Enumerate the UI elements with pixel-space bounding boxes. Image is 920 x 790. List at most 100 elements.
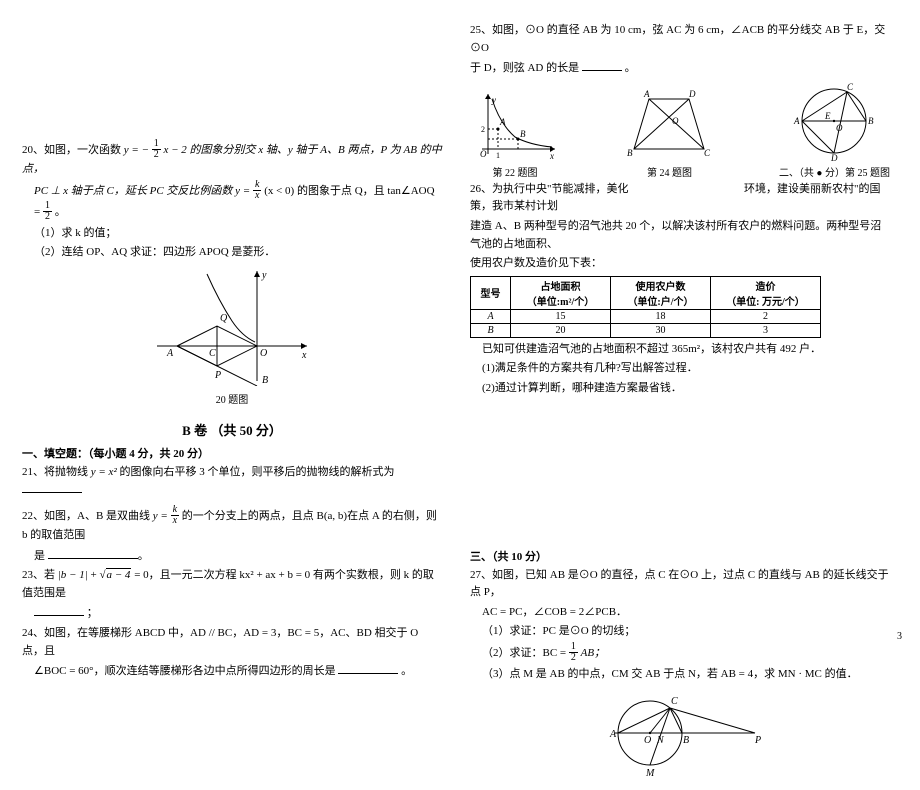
- q24-b: ∠BOC = 60°，顺次连结等腰梯形各边中点所得四边形的周长是: [34, 665, 336, 677]
- question-22: 22、如图，A、B 是双曲线 y = kx 的一个分支上的两点，且点 B(a, …: [22, 506, 442, 545]
- fig22-wrap: A B O y x 2 1 第 22 题图: [470, 89, 560, 179]
- fig25-wrap: A B C D E O 二、（共 ● 分）第 25 题图: [779, 81, 890, 179]
- fig25-svg: A B C D E O: [789, 81, 879, 161]
- q20-part1: （1）求 k 的值；: [22, 225, 442, 243]
- q21-blank: [22, 481, 82, 493]
- q27-part2: （2）求证：BC = 12 AB；: [470, 643, 890, 664]
- svg-text:M: M: [645, 768, 655, 779]
- lbl-P: P: [214, 370, 221, 381]
- page-number: 3: [897, 631, 902, 642]
- question-25-line2: 于 D，则弦 AD 的长是 。: [470, 59, 890, 78]
- fig25-caption: 第 25 题图: [845, 168, 890, 179]
- q27-line2: AC = PC，∠COB = 2∠PCB．: [470, 604, 890, 622]
- table-header-row: 型号 占地面积（单位:m²/个） 使用农户数（单位:户/个） 造价（单位: 万元…: [471, 276, 821, 309]
- svg-text:E: E: [824, 111, 831, 121]
- q25-a: 25、如图，⊙O 的直径 AB 为 10 cm，弦 AC 为 6 cm，∠ACB…: [470, 24, 885, 54]
- right-column: 25、如图，⊙O 的直径 AB 为 10 cm，弦 AC 为 6 cm，∠ACB…: [470, 22, 890, 790]
- question-24: 24、如图，在等腰梯形 ABCD 中，AD // BC，AD = 3，BC = …: [22, 625, 442, 660]
- lbl-C: C: [209, 348, 216, 359]
- q20-intro: 20、如图，一次函数: [22, 144, 124, 156]
- lbl-B: B: [262, 375, 268, 386]
- q20-eq1-frac: 12: [152, 139, 161, 160]
- fig25-caption-row: 二、（共 ● 分）第 25 题图: [779, 164, 890, 179]
- section2-label: 二、（共 ● 分）: [779, 168, 845, 179]
- q27-line1: 27、如图，已知 AB 是⊙O 的直径，点 C 在⊙O 上，过点 C 的直线与 …: [470, 567, 890, 602]
- svg-text:C: C: [847, 82, 854, 92]
- svg-text:A: A: [499, 117, 506, 127]
- q22-a: 22、如图，A、B 是双曲线: [22, 510, 153, 522]
- col-area: 占地面积（单位:m²/个）: [511, 276, 611, 309]
- fig24-caption: 第 24 题图: [619, 164, 719, 179]
- fig22-caption: 第 22 题图: [470, 164, 560, 179]
- col-model: 型号: [471, 276, 511, 309]
- svg-text:y: y: [491, 95, 496, 105]
- q22-frac: kx: [171, 505, 179, 526]
- q20-line2a: PC ⊥ x 轴于点 C，延长 PC 交反比例函数: [34, 185, 235, 197]
- svg-text:A: A: [793, 116, 800, 126]
- q23-tail: ；: [87, 607, 98, 619]
- fill-blank-title: 一、填空题：（每小题 4 分，共 20 分）: [22, 445, 442, 461]
- lbl-y: y: [261, 270, 267, 281]
- q23-sqrt: a − 4: [106, 568, 132, 581]
- question-24-line2: ∠BOC = 60°，顺次连结等腰梯形各边中点所得四边形的周长是 。: [22, 662, 442, 681]
- svg-text:C: C: [671, 696, 678, 707]
- q25-b: 于 D，则弦 AD 的长是: [470, 62, 579, 74]
- table-row: A 15 18 2: [471, 309, 821, 323]
- col-cost: 造价（单位: 万元/个）: [711, 276, 821, 309]
- q23-blank: [34, 604, 84, 616]
- q21-a: 21、将抛物线: [22, 466, 91, 478]
- q20-part2: （2）连结 OP、AQ 求证：四边形 APOQ 是菱形．: [22, 244, 442, 262]
- q20-eq2-frac2: 12: [43, 201, 52, 222]
- lbl-O: O: [260, 348, 267, 359]
- svg-text:B: B: [868, 116, 874, 126]
- svg-text:O: O: [836, 123, 843, 133]
- svg-text:P: P: [754, 735, 761, 746]
- q24-blank: [338, 662, 398, 674]
- svg-text:D: D: [830, 153, 838, 161]
- q20-period: 。: [55, 206, 66, 218]
- q21-eq: y = x²: [91, 466, 117, 478]
- question-23-line2: ；: [22, 604, 442, 623]
- q27-part3: （3）点 M 是 AB 的中点，CM 交 AB 于点 N，若 AB = 4，求 …: [470, 666, 890, 684]
- fig24-wrap: A D B C O 第 24 题图: [619, 89, 719, 179]
- table-row: B 20 30 3: [471, 323, 821, 337]
- svg-text:B: B: [520, 129, 526, 139]
- q27-svg: A B C O N M P: [595, 688, 765, 783]
- q22-blank: [48, 547, 138, 559]
- q25-period: 。: [625, 62, 636, 74]
- q24-period: 。: [401, 665, 412, 677]
- q20-eq1-lhs: y = −: [124, 144, 149, 156]
- q20-caption: 20 题图: [22, 391, 442, 406]
- svg-text:B: B: [683, 735, 689, 746]
- fig22-svg: A B O y x 2 1: [470, 89, 560, 159]
- svg-text:O: O: [672, 116, 679, 126]
- q26-part1: (1)满足条件的方案共有几种?写出解答过程．: [470, 360, 890, 378]
- figure-row: A B O y x 2 1 第 22 题图 A D B C O 第 24: [470, 81, 890, 179]
- q27-figure: A B C O N M P: [470, 688, 890, 786]
- question-26-line1: 26、为执行中央"节能减排，美化 环境，建设美丽新农村"的国策，我市某村计划: [470, 181, 890, 216]
- q24-a: 24、如图，在等腰梯形 ABCD 中，AD // BC，AD = 3，BC = …: [22, 627, 418, 657]
- q23-radical: [99, 569, 105, 581]
- svg-text:D: D: [688, 89, 696, 99]
- question-21: 21、将抛物线 y = x² 的图像向右平移 3 个单位，则平移后的抛物线的解析…: [22, 464, 442, 500]
- svg-text:A: A: [609, 729, 617, 740]
- section-b-title: B 卷 （共 50 分）: [22, 420, 442, 439]
- lbl-x: x: [301, 350, 307, 361]
- question-23: 23、若 |b − 1| + a − 4 = 0，且一元二次方程 kx² + a…: [22, 567, 442, 602]
- q26-part2: (2)通过计算判断，哪种建造方案最省钱．: [470, 380, 890, 398]
- svg-text:B: B: [627, 148, 633, 158]
- lbl-A: A: [166, 348, 174, 359]
- q26-c: 建造 A、B 两种型号的沼气池共 20 个，以解决该村所有农户的燃料问题。两种型…: [470, 218, 890, 253]
- lbl-Q: Q: [220, 313, 228, 324]
- q26-a: 26、为执行中央"节能减排，美化: [470, 183, 629, 195]
- fig24-svg: A D B C O: [619, 89, 719, 159]
- q26-d: 使用农户数及造价见下表：: [470, 255, 890, 273]
- svg-text:O: O: [644, 735, 651, 746]
- left-column: 20、如图，一次函数 y = − 12 x − 2 的图象分别交 x 轴、y 轴…: [22, 140, 442, 683]
- q20-figure: A B C O P Q x y 20 题图: [22, 266, 442, 406]
- q23-a: 23、若: [22, 569, 58, 581]
- q26-table: 型号 占地面积（单位:m²/个） 使用农户数（单位:户/个） 造价（单位: 万元…: [470, 276, 821, 338]
- q23-abs: |b − 1|: [58, 569, 88, 581]
- svg-text:2: 2: [481, 125, 485, 134]
- q22-c: 是: [34, 550, 45, 562]
